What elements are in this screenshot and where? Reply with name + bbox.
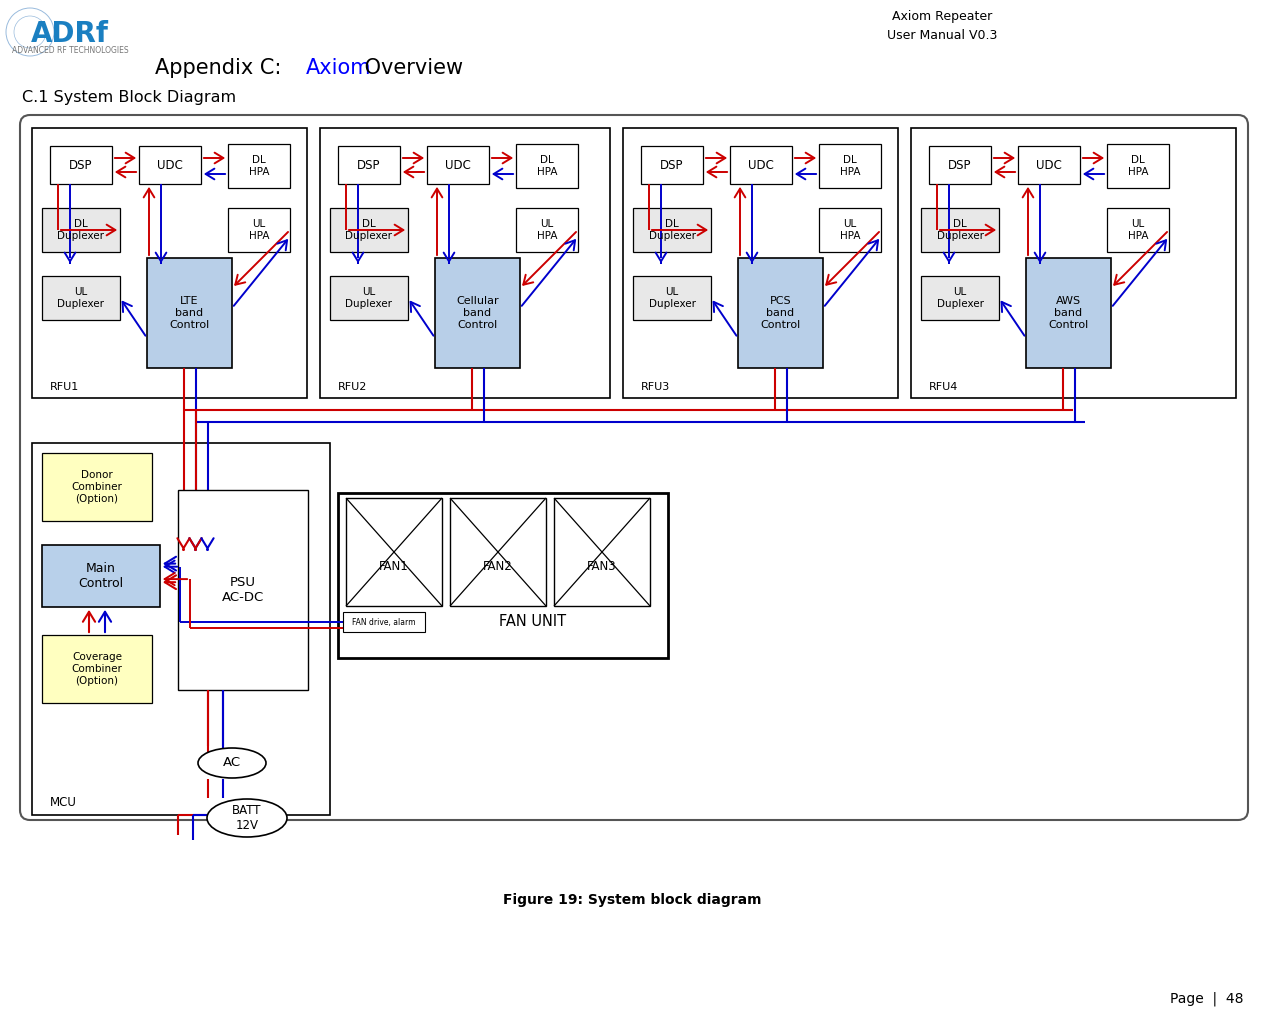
Text: BATT
12V: BATT 12V	[233, 804, 262, 832]
Bar	[338, 493, 668, 658]
Text: UL
HPA: UL HPA	[1128, 219, 1149, 241]
Bar	[818, 208, 880, 252]
Bar	[737, 258, 824, 367]
Bar	[641, 146, 703, 184]
Bar	[818, 144, 880, 188]
Bar	[139, 146, 201, 184]
Text: DL
HPA: DL HPA	[536, 155, 558, 177]
Bar	[632, 276, 711, 320]
Text: Axiom: Axiom	[306, 58, 372, 78]
Text: DSP: DSP	[357, 159, 381, 171]
Bar	[32, 128, 307, 398]
Bar	[51, 146, 113, 184]
Bar	[1018, 146, 1080, 184]
Bar	[147, 258, 231, 367]
Text: MCU: MCU	[51, 796, 77, 809]
Text: RFU1: RFU1	[51, 382, 80, 392]
Bar	[450, 498, 546, 606]
Bar	[435, 258, 520, 367]
Text: DSP: DSP	[70, 159, 92, 171]
Bar	[516, 208, 578, 252]
Ellipse shape	[207, 799, 287, 837]
Bar	[1107, 208, 1169, 252]
Text: Overview: Overview	[358, 58, 463, 78]
Bar	[42, 545, 159, 607]
Text: DL
HPA: DL HPA	[1128, 155, 1149, 177]
Text: DSP: DSP	[660, 159, 684, 171]
Bar	[632, 208, 711, 252]
Text: UDC: UDC	[157, 159, 183, 171]
Bar	[1107, 144, 1169, 188]
Text: UDC: UDC	[1036, 159, 1061, 171]
Text: DSP: DSP	[949, 159, 972, 171]
Text: FAN1: FAN1	[380, 561, 409, 573]
Text: Donor
Combiner
(Option): Donor Combiner (Option)	[72, 470, 123, 504]
Text: DL
Duplexer: DL Duplexer	[936, 219, 983, 241]
Text: Figure 19: System block diagram: Figure 19: System block diagram	[502, 893, 762, 907]
Bar	[347, 498, 441, 606]
Text: UDC: UDC	[445, 159, 471, 171]
Bar	[42, 453, 152, 521]
Bar	[330, 276, 409, 320]
Bar	[554, 498, 650, 606]
Text: PSU
AC-DC: PSU AC-DC	[221, 576, 264, 604]
Text: C.1 System Block Diagram: C.1 System Block Diagram	[22, 90, 237, 105]
Bar	[178, 490, 307, 690]
Text: UL
HPA: UL HPA	[536, 219, 558, 241]
Bar	[1026, 258, 1111, 367]
Text: DL
HPA: DL HPA	[249, 155, 269, 177]
Text: ADVANCED RF TECHNOLOGIES: ADVANCED RF TECHNOLOGIES	[11, 46, 128, 55]
Text: DL
HPA: DL HPA	[840, 155, 860, 177]
Bar	[320, 128, 610, 398]
Text: Main
Control: Main Control	[78, 562, 124, 590]
Text: PCS
band
Control: PCS band Control	[760, 296, 801, 330]
Text: UL
Duplexer: UL Duplexer	[345, 287, 392, 308]
Text: RFU4: RFU4	[929, 382, 959, 392]
Bar	[228, 144, 290, 188]
Bar	[42, 635, 152, 703]
Bar	[32, 443, 330, 815]
Text: DL
Duplexer: DL Duplexer	[345, 219, 392, 241]
Text: Appendix C:: Appendix C:	[156, 58, 288, 78]
Bar	[516, 144, 578, 188]
Text: FAN2: FAN2	[483, 561, 512, 573]
Bar	[428, 146, 490, 184]
Text: AWS
band
Control: AWS band Control	[1049, 296, 1089, 330]
Text: FAN3: FAN3	[587, 561, 617, 573]
Bar	[42, 208, 120, 252]
Text: UL
HPA: UL HPA	[840, 219, 860, 241]
Text: ADRf: ADRf	[32, 20, 109, 48]
Bar	[911, 128, 1236, 398]
Text: RFU2: RFU2	[338, 382, 367, 392]
Bar	[338, 146, 400, 184]
Bar	[330, 208, 409, 252]
Text: UDC: UDC	[748, 159, 774, 171]
Ellipse shape	[199, 748, 266, 778]
Text: DL
Duplexer: DL Duplexer	[649, 219, 696, 241]
Text: Axiom Repeater
User Manual V0.3: Axiom Repeater User Manual V0.3	[887, 10, 997, 42]
Bar	[929, 146, 990, 184]
Text: Page  |  48: Page | 48	[1170, 992, 1243, 1006]
Text: DL
Duplexer: DL Duplexer	[57, 219, 105, 241]
Text: UL
Duplexer: UL Duplexer	[936, 287, 983, 308]
Text: Cellular
band
Control: Cellular band Control	[457, 296, 498, 330]
Bar	[42, 276, 120, 320]
FancyBboxPatch shape	[20, 115, 1249, 821]
Text: UL
HPA: UL HPA	[249, 219, 269, 241]
Text: UL
Duplexer: UL Duplexer	[57, 287, 105, 308]
Bar	[730, 146, 792, 184]
Text: Coverage
Combiner
(Option): Coverage Combiner (Option)	[72, 653, 123, 685]
Bar	[921, 208, 999, 252]
Text: AC: AC	[223, 756, 242, 770]
Text: FAN UNIT: FAN UNIT	[500, 615, 567, 629]
Text: UL
Duplexer: UL Duplexer	[649, 287, 696, 308]
Bar	[343, 612, 425, 632]
Text: RFU3: RFU3	[641, 382, 670, 392]
Bar	[921, 276, 999, 320]
Text: LTE
band
Control: LTE band Control	[170, 296, 210, 330]
Bar	[228, 208, 290, 252]
Bar	[622, 128, 898, 398]
Text: FAN drive, alarm: FAN drive, alarm	[352, 618, 416, 626]
